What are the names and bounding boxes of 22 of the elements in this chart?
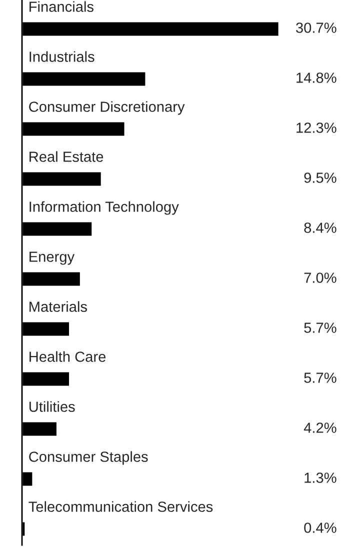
data-label: 9.5%: [304, 172, 336, 183]
y-tick-label: Financials: [30, 1, 94, 12]
y-tick-label: Utilities: [29, 401, 75, 412]
data-label: 4.2%: [304, 422, 336, 433]
data-label: 30.7%: [296, 22, 336, 33]
y-tick-label: Industrials: [30, 51, 94, 62]
data-label: 14.8%: [296, 72, 336, 83]
data-label: 5.7%: [304, 322, 336, 333]
y-tick-label: Consumer Staples: [29, 451, 148, 465]
y-tick-label: Materials: [30, 301, 87, 312]
data-label: 1.3%: [304, 472, 336, 483]
data-label: 7.0%: [304, 272, 336, 283]
data-label: 0.4%: [304, 522, 336, 533]
y-tick-label: Real Estate: [30, 151, 104, 162]
data-label: 5.7%: [304, 372, 336, 383]
y-tick-label: Consumer Discretionary: [29, 101, 185, 115]
data-label: 12.3%: [296, 122, 336, 133]
y-tick-label: Telecommunication Services: [28, 501, 213, 512]
y-tick-label: Energy: [30, 252, 75, 265]
y-tick-label: Health Care: [30, 351, 106, 362]
data-label: 8.4%: [304, 222, 336, 233]
y-tick-label: Information Technology: [30, 201, 179, 215]
